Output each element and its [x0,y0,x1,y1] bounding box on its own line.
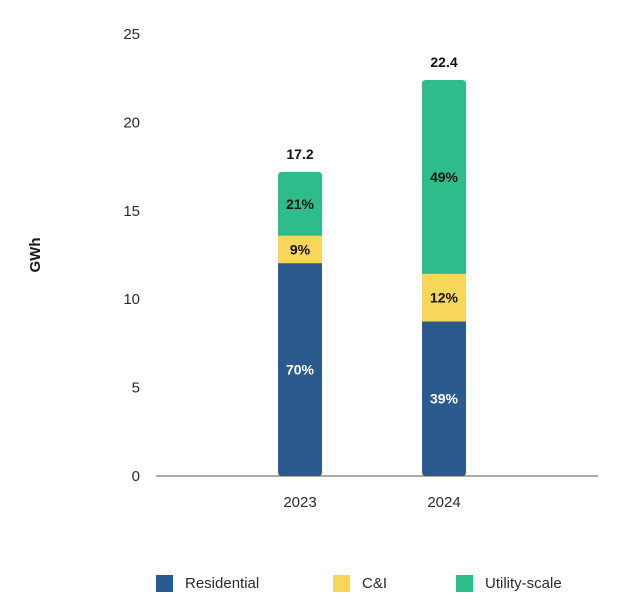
y-tick-label: 0 [132,468,140,485]
data-label: 39% [430,391,459,407]
legend-swatch [156,575,173,592]
legend-item: Residential [156,575,259,592]
data-label: 12% [430,290,459,306]
y-axis-title: GWh [27,238,44,273]
y-axis-label: GWh [27,238,44,273]
bar-total-label: 22.4 [430,54,457,70]
y-tick-label: 10 [123,291,140,308]
y-tick-label: 5 [132,380,140,397]
x-tick-label: 2024 [427,494,460,511]
data-label: 21% [286,196,315,212]
legend-item: Utility-scale [456,575,562,592]
y-tick-label: 20 [123,114,140,131]
legend-item: C&I [333,575,387,592]
bar-segment-c-i [422,273,466,322]
legend-label: Utility-scale [485,575,562,592]
legend: Residential C&I Utility-scale [0,575,623,599]
data-label: 9% [290,241,311,257]
legend-swatch [456,575,473,592]
y-tick-label: 15 [123,203,140,220]
bar-segment-utility-scale [422,79,466,274]
legend-label: Residential [185,575,260,592]
bar-total-label: 17.2 [286,146,313,162]
legend-swatch [333,575,350,592]
bars: 70% 9% 21% 17.2 39% 12% 49% 22.4 [278,54,466,476]
y-tick-label: 25 [123,26,140,43]
bar-segment-utility-scale [278,171,322,236]
data-label: 49% [430,169,459,185]
y-axis-ticks: 0 5 10 15 20 25 [123,26,140,485]
bar-segment-residential [422,321,466,476]
data-label: 70% [286,362,315,378]
x-axis-ticks: 2023 2024 [283,494,460,511]
stacked-bar-chart: GWh 0 5 10 15 20 25 70% 9% 21% 17.2 39% 12% 49% 22.4… [27,26,598,511]
x-tick-label: 2023 [283,494,316,511]
bar-segment-c-i [278,235,322,264]
bar-segment-residential [278,263,322,476]
legend-label: C&I [362,575,388,592]
